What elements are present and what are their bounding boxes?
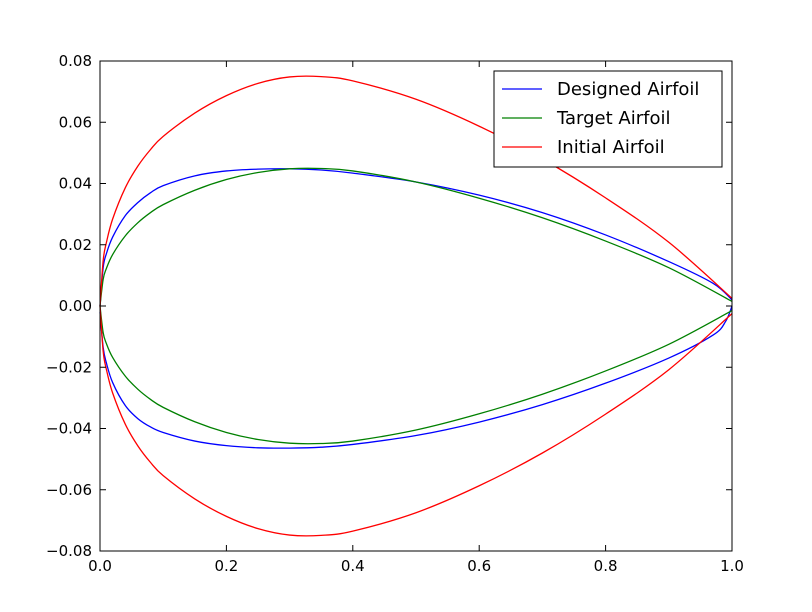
y-tick-label: 0.08 [59,52,92,70]
ticks-layer: 0.0 0.2 0.4 0.6 0.8 1.0 0.08 0.06 0.04 0.02 0.00 −0… [46,52,744,575]
y-tick-label: 0.00 [59,297,92,315]
y-tick-label: 0.02 [59,236,92,254]
x-tick-label: 0.2 [214,557,238,575]
series-line-target-airfoil-lower [99,305,733,445]
legend-label-target-airfoil: Target Airfoil [556,108,670,129]
series-target-airfoil [99,167,733,445]
series-line-designed-airfoil-lower [99,305,733,449]
series-line-target-airfoil-upper [99,167,733,307]
y-tick-label: −0.08 [46,542,92,560]
y-tick-label: 0.06 [59,113,92,131]
y-tick-label: 0.04 [59,175,92,193]
x-tick-label: 1.0 [720,557,744,575]
y-tick-label: −0.04 [46,420,92,438]
series-designed-airfoil [99,168,733,449]
legend-label-designed-airfoil: Designed Airfoil [557,79,699,100]
x-tick-label: 0.0 [88,557,112,575]
y-tick-label: −0.02 [46,358,92,376]
y-tick-label: −0.06 [46,481,92,499]
series-line-initial-airfoil-lower [99,305,733,537]
x-tick-label: 0.8 [594,557,618,575]
legend: Designed Airfoil Target Airfoil Initial Ai… [493,70,723,168]
legend-box [493,70,723,168]
x-tick-label: 0.4 [341,557,365,575]
legend-label-initial-airfoil: Initial Airfoil [557,137,665,158]
series-layer [99,75,733,537]
x-tick-label: 0.6 [467,557,491,575]
series-line-designed-airfoil-upper [99,168,733,307]
